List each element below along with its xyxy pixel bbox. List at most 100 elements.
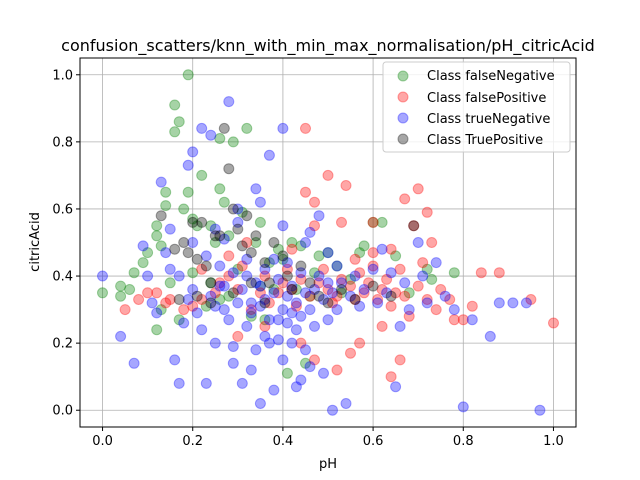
point-truenegative <box>358 284 370 295</box>
point-falsenegative <box>336 287 347 299</box>
point-truenegative <box>227 267 239 279</box>
point-falsepositive <box>331 364 343 376</box>
point-falsepositive <box>300 122 311 134</box>
point-truenegative <box>164 263 176 275</box>
point-falsepositive <box>187 300 199 312</box>
point-truenegative <box>372 297 384 309</box>
point-falsepositive <box>412 183 424 195</box>
point-truepositive <box>191 290 203 302</box>
point-falsepositive <box>394 354 406 366</box>
point-truenegative <box>263 337 275 349</box>
point-truepositive <box>214 230 226 242</box>
point-truenegative <box>218 280 230 292</box>
series-truenegative <box>97 96 546 416</box>
point-falsepositive <box>295 273 307 285</box>
point-falsepositive <box>309 196 320 208</box>
point-falsepositive <box>349 294 361 305</box>
point-truenegative <box>151 307 163 319</box>
point-truenegative <box>169 354 181 366</box>
point-falsenegative <box>142 247 154 259</box>
point-truenegative <box>232 203 244 215</box>
point-truenegative <box>254 398 266 409</box>
point-truepositive <box>259 297 271 309</box>
point-truenegative <box>277 122 289 134</box>
point-truenegative <box>304 226 316 238</box>
point-truenegative <box>421 297 433 309</box>
point-truenegative <box>277 304 289 316</box>
legend-marker-falsenegative <box>397 70 409 82</box>
point-falsenegative <box>322 247 334 259</box>
point-falsenegative <box>259 314 271 326</box>
point-truenegative <box>115 330 127 342</box>
point-falsepositive <box>272 287 284 299</box>
point-truenegative <box>209 337 221 349</box>
point-truenegative <box>331 260 343 272</box>
point-truepositive <box>313 290 325 302</box>
point-truenegative <box>295 310 307 322</box>
x-axis-label: pH <box>319 457 337 472</box>
y-tick-label: 0.6 <box>52 202 73 217</box>
y-axis-label: citricAcid <box>28 212 43 272</box>
point-truepositive <box>349 294 361 305</box>
point-truenegative <box>268 253 280 265</box>
point-truepositive <box>367 280 379 292</box>
point-truenegative <box>209 223 221 235</box>
point-falsepositive <box>241 237 253 248</box>
point-falsenegative <box>214 294 226 305</box>
point-falsepositive <box>209 287 221 299</box>
point-truenegative <box>182 159 194 171</box>
point-truenegative <box>412 237 424 248</box>
point-truepositive <box>232 223 244 235</box>
point-falsepositive <box>340 180 352 191</box>
legend-marker-truenegative <box>397 112 409 124</box>
point-truenegative <box>327 404 338 416</box>
point-falsenegative <box>300 357 311 369</box>
point-falsepositive <box>426 237 438 248</box>
point-truenegative <box>385 267 397 279</box>
point-falsenegative <box>367 216 379 228</box>
point-truenegative <box>448 304 460 316</box>
point-truenegative <box>286 307 298 319</box>
point-falsenegative <box>164 277 176 289</box>
legend-label-falsepositive: Class falsePositive <box>427 91 546 106</box>
point-truenegative <box>214 260 226 272</box>
x-tick-label: 0.0 <box>92 434 113 449</box>
point-falsepositive <box>399 193 411 205</box>
point-truenegative <box>196 324 208 336</box>
point-truenegative <box>417 270 429 282</box>
point-falsenegative <box>209 237 221 248</box>
point-falsenegative <box>354 247 366 259</box>
point-falsepositive <box>385 243 397 255</box>
point-truenegative <box>236 284 248 295</box>
point-truenegative <box>254 300 266 312</box>
point-truepositive <box>187 216 199 228</box>
point-falsepositive <box>196 294 208 305</box>
point-truenegative <box>272 334 284 346</box>
point-truenegative <box>173 270 185 282</box>
point-falsenegative <box>421 263 433 275</box>
point-falsepositive <box>408 220 420 232</box>
point-truenegative <box>403 304 415 316</box>
point-truenegative <box>191 307 203 319</box>
point-falsenegative <box>182 69 194 81</box>
legend-frame <box>382 61 571 153</box>
point-falsepositive <box>263 297 275 309</box>
point-falsepositive <box>525 294 537 305</box>
point-falsepositive <box>363 277 375 289</box>
point-falsenegative <box>313 250 325 262</box>
point-truenegative <box>263 314 275 326</box>
point-falsepositive <box>295 337 307 349</box>
point-falsepositive <box>290 300 302 312</box>
point-falsepositive <box>151 287 163 299</box>
point-truenegative <box>142 270 154 282</box>
point-truenegative <box>430 257 442 269</box>
point-falsepositive <box>399 290 411 302</box>
point-falsenegative <box>250 237 262 248</box>
point-truenegative <box>241 253 253 265</box>
point-falsepositive <box>309 354 320 366</box>
point-truepositive <box>205 297 217 309</box>
point-truenegative <box>223 314 235 326</box>
point-falsepositive <box>304 290 316 302</box>
point-truenegative <box>241 320 253 332</box>
